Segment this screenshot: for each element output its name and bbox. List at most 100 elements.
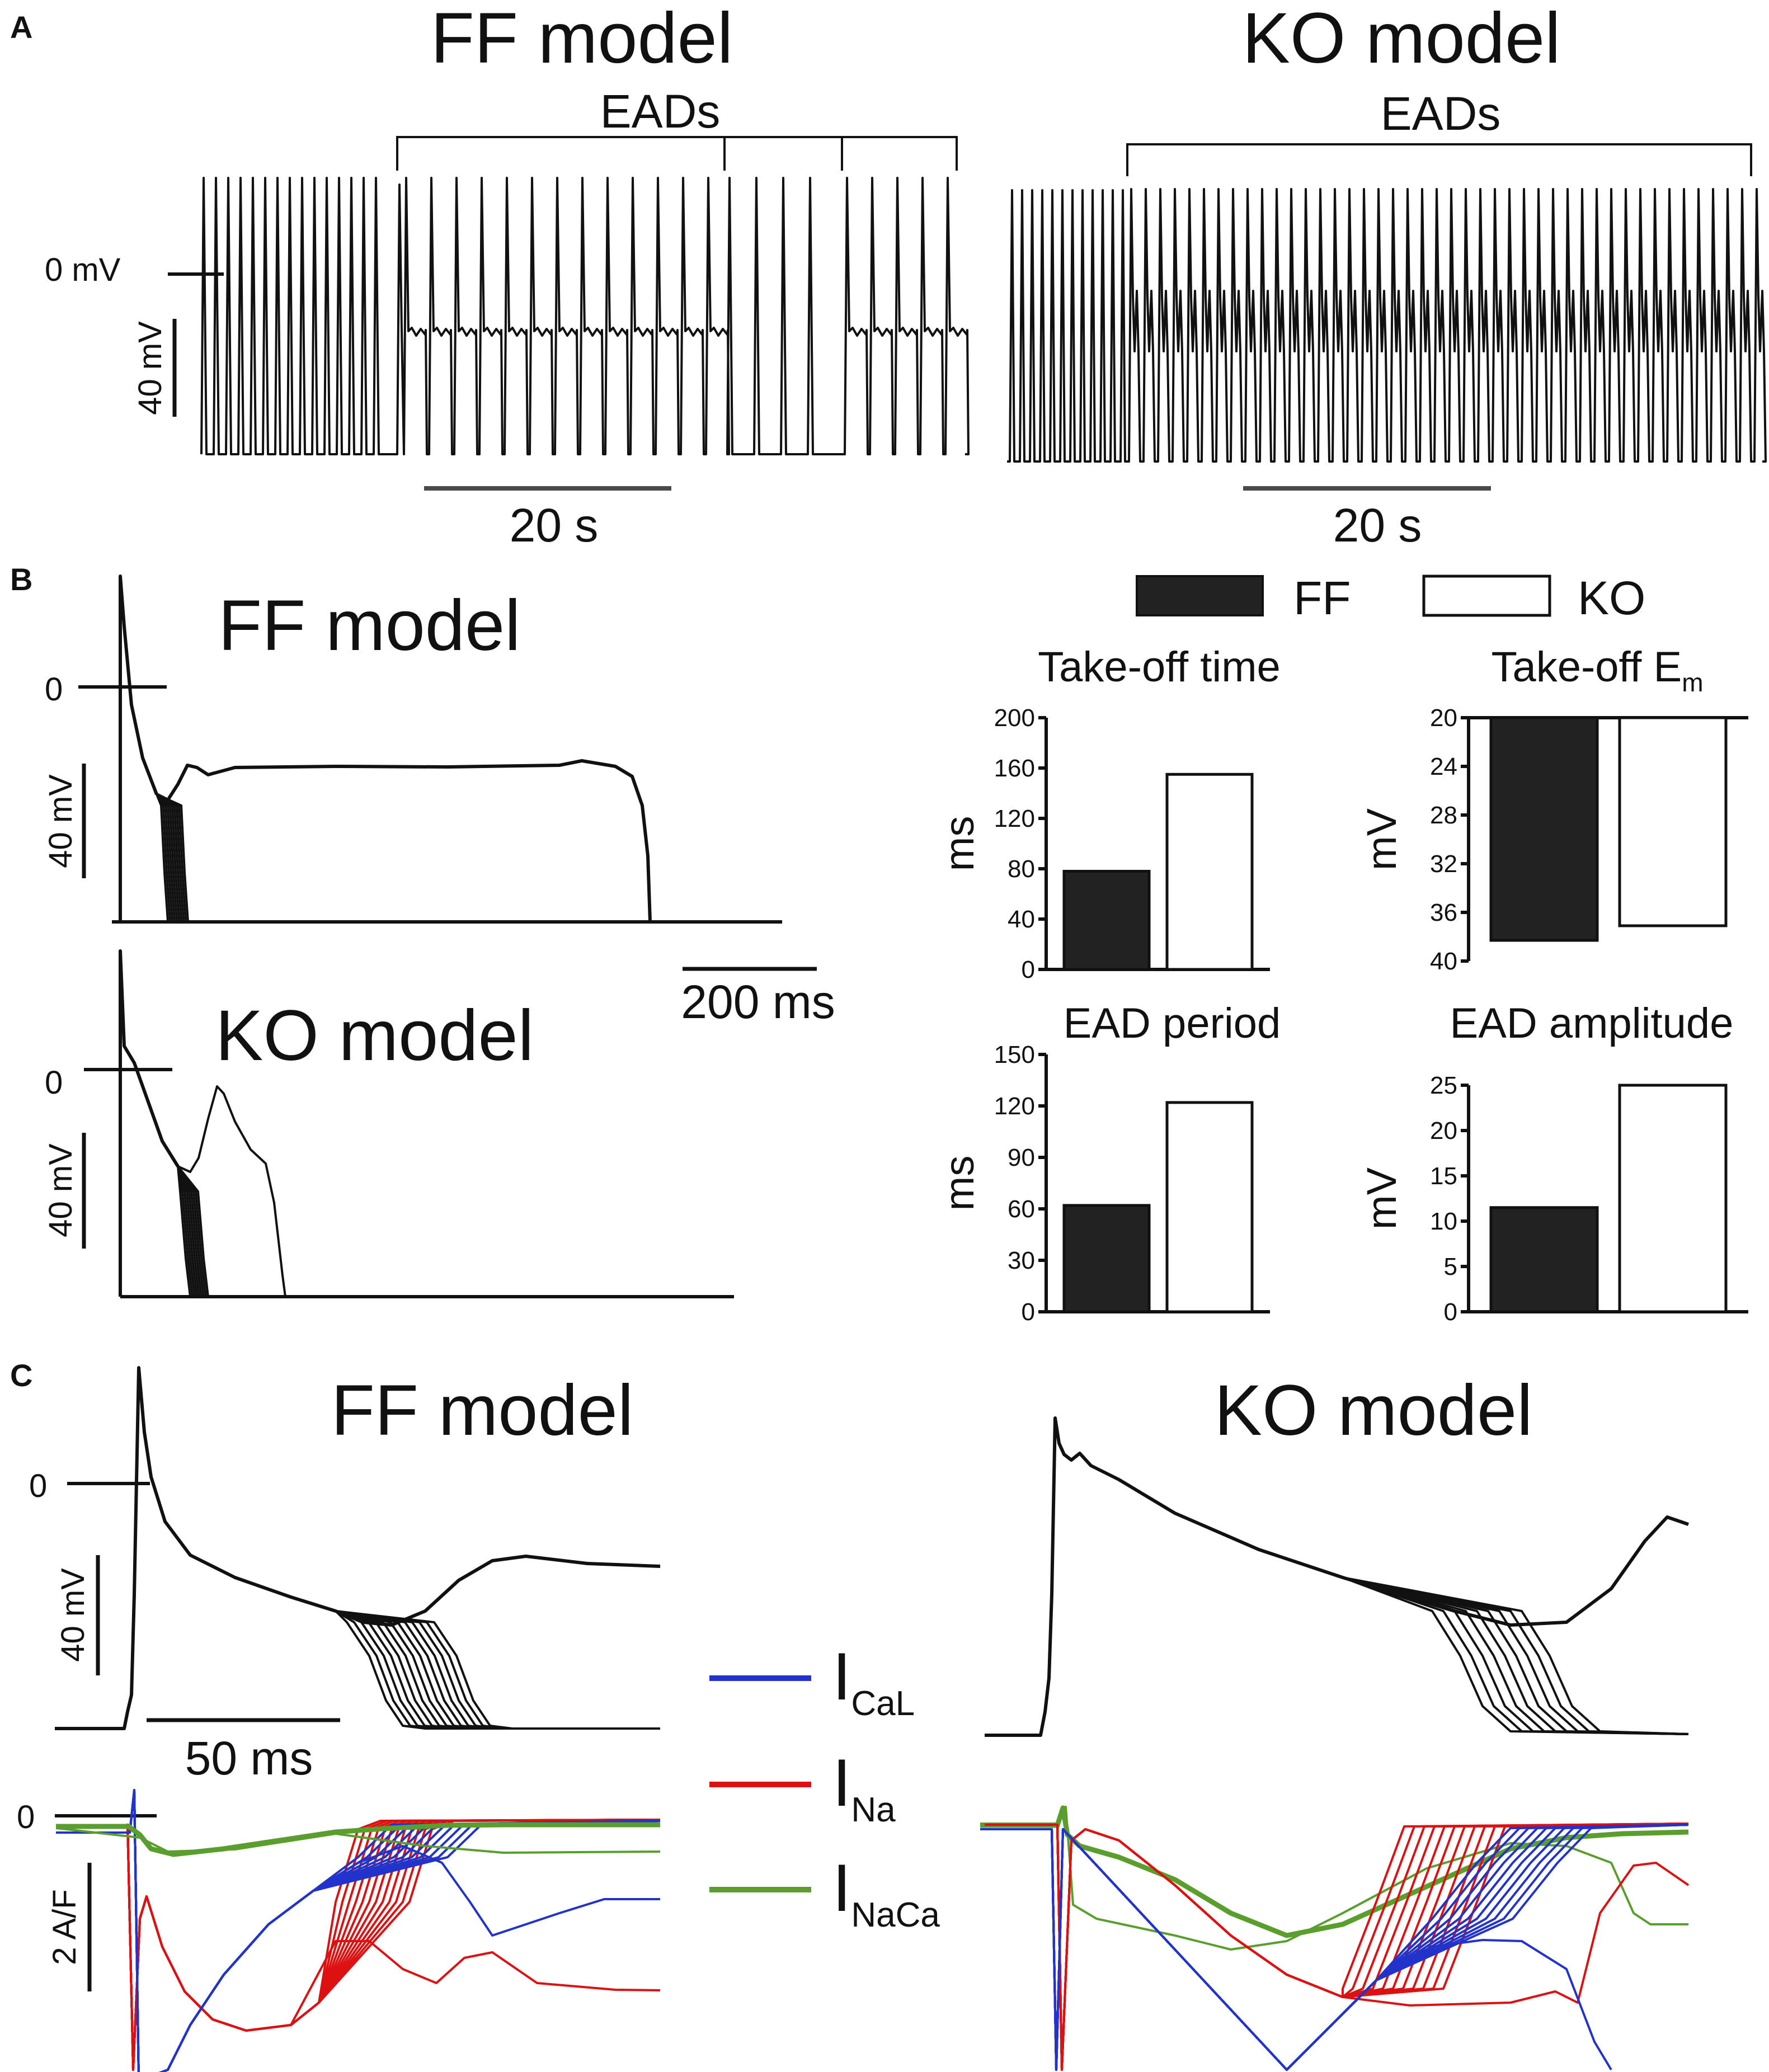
panel-a-ko-voltage-trace <box>1007 188 1767 463</box>
bar-chart-tick-label: 20 <box>1430 1117 1457 1145</box>
legend-label-subscript: NaCa <box>851 1896 940 1934</box>
panel-c-ff-action-potentials <box>55 1366 661 1730</box>
panel-b: B FF model 0 40 mV 200 ms KO model 0 40 … <box>10 562 1748 1326</box>
bar-chart-ylabel: mV <box>1358 1167 1405 1230</box>
panel-c-current-zero-label: 0 <box>17 1799 35 1835</box>
bar-ko <box>1618 716 1728 927</box>
ap-ead-trace <box>985 1416 1689 1737</box>
ina-trace <box>985 1824 1690 2071</box>
bar-chart-ylabel: ms <box>936 816 982 872</box>
ical-trace <box>980 1824 1689 2071</box>
legend-ff-label: FF <box>1293 572 1351 624</box>
current-legend: ICaL INa INaCa <box>709 1639 940 1934</box>
ap-repolarising-trace <box>177 1165 209 1297</box>
bar-chart-tick-label: 15 <box>1430 1162 1457 1190</box>
ap-upstroke <box>119 949 180 1297</box>
panel-b-ff-zero-label: 0 <box>45 671 63 708</box>
ical-trace <box>1286 1939 1612 2071</box>
bar-chart-tick-label: 5 <box>1444 1253 1457 1280</box>
ical-trace <box>980 1824 1689 2071</box>
bar-chart-title: Take-off Em <box>1491 643 1703 697</box>
bar-ff <box>1062 870 1151 971</box>
panel-c-current-scale-label: 2 A/F <box>46 1889 83 1965</box>
bar-chart-tick-label: 40 <box>1430 948 1457 975</box>
panel-c-label: C <box>10 1358 32 1393</box>
ina-trace <box>985 1823 1689 2071</box>
ina-trace <box>985 1823 1689 2071</box>
bar-ko <box>1165 773 1254 971</box>
inaca-trace <box>980 1806 1688 1951</box>
panel-a-label: A <box>10 10 32 45</box>
legend-ff-swatch <box>1136 575 1264 616</box>
ina-trace <box>985 1823 1689 2071</box>
panel-a-ff-eads-label: EADs <box>600 85 721 138</box>
panel-b-ko-action-potentials <box>119 949 734 1298</box>
panel-a-ko-title: KO model <box>1242 0 1560 78</box>
ina-trace <box>985 1823 1689 2071</box>
panel-a-ff-voltage-trace <box>200 177 970 455</box>
panel-b-ff-action-potentials <box>112 574 782 924</box>
ical-trace <box>980 1824 1689 2071</box>
bar-chart-tick-label: 0 <box>1022 1298 1035 1326</box>
bar-chart-tick-label: 120 <box>994 1092 1035 1120</box>
panel-b-time-scale-label: 200 ms <box>681 976 835 1028</box>
panel-c-ko-title: KO model <box>1214 1371 1532 1451</box>
panel-b-ff-title: FF model <box>218 586 521 666</box>
panel-a-zero-label: 0 mV <box>45 252 121 288</box>
legend-ko-label: KO <box>1578 572 1645 624</box>
bar-chart-title: Take-off time <box>1038 643 1281 691</box>
chart-ead-period: EAD period ms 0 30 60 90 120 150 <box>936 1000 1281 1326</box>
ical-trace <box>56 1789 660 2072</box>
chart-take-off-em: Take-off Em mV 20 24 28 32 36 40 <box>1358 643 1748 975</box>
ap-ead-trace <box>156 759 652 922</box>
bar-ff <box>1489 716 1599 942</box>
bar-chart-tick-label: 150 <box>994 1041 1035 1068</box>
panel-a: A FF model KO model EADs EADs 0 mV 40 mV… <box>10 0 1767 552</box>
ap-upstroke <box>119 574 158 922</box>
ina-trace <box>985 1823 1689 2071</box>
panel-a-ff-title: FF model <box>431 0 733 78</box>
ap-ead-trace <box>177 1085 286 1297</box>
bar-chart-tick-label: 24 <box>1430 753 1457 780</box>
panel-b-ko-title: KO model <box>215 996 534 1076</box>
bar-chart-tick-label: 28 <box>1430 802 1457 829</box>
ina-trace <box>126 1823 661 2071</box>
bar-chart-ylabel: ms <box>936 1156 982 1211</box>
bar-chart-tick-label: 10 <box>1430 1208 1457 1235</box>
bar-chart-tick-label: 30 <box>1008 1247 1035 1274</box>
legend-label-subscript: CaL <box>851 1684 915 1723</box>
bar-chart-tick-label: 32 <box>1430 850 1457 878</box>
panel-a-ff-time-scale-label: 20 s <box>510 499 599 552</box>
ina-trace <box>985 1823 1689 2071</box>
bar-ko <box>1165 1101 1254 1313</box>
panel-c-ff-currents <box>55 1789 661 2072</box>
panel-c: C FF model KO model 0 40 mV 50 ms ICaL IN… <box>10 1358 1690 2072</box>
ical-trace <box>980 1824 1689 2071</box>
legend-label-subscript: Na <box>851 1791 896 1829</box>
bar-chart-tick-label: 120 <box>994 805 1035 832</box>
bar-chart-tick-label: 25 <box>1430 1072 1457 1099</box>
panel-b-ko-mv-scale-label: 40 mV <box>43 1143 79 1237</box>
bar-chart-title-subscript: m <box>1682 668 1703 697</box>
panel-c-time-scale-label: 50 ms <box>185 1732 313 1784</box>
panel-a-ko-time-scale-label: 20 s <box>1333 499 1422 552</box>
panel-c-ko-currents <box>980 1805 1690 2071</box>
bar-chart-tick-label: 0 <box>1444 1298 1457 1326</box>
bar-chart-tick-label: 0 <box>1022 956 1035 983</box>
legend-label-cal: ICaL <box>832 1639 915 1723</box>
bar-chart-title: EAD period <box>1064 1000 1281 1047</box>
ical-trace <box>980 1824 1689 2071</box>
panel-a-ko-eads-bracket <box>1126 143 1752 176</box>
bar-chart-tick-label: 36 <box>1430 899 1457 926</box>
panel-b-label: B <box>10 562 32 597</box>
ina-trace <box>985 1823 1689 2071</box>
panel-a-ko-eads-label: EADs <box>1381 87 1501 140</box>
ical-trace <box>980 1824 1689 2071</box>
panel-c-zero-label: 0 <box>29 1468 47 1504</box>
legend-label-na: INa <box>832 1745 896 1829</box>
bar-chart-tick-label: 160 <box>994 755 1035 782</box>
ical-trace <box>980 1824 1689 2071</box>
ap-ead-trace <box>55 1366 661 1730</box>
ina-trace <box>985 1823 1689 2071</box>
panel-c-ff-title: FF model <box>331 1371 634 1451</box>
